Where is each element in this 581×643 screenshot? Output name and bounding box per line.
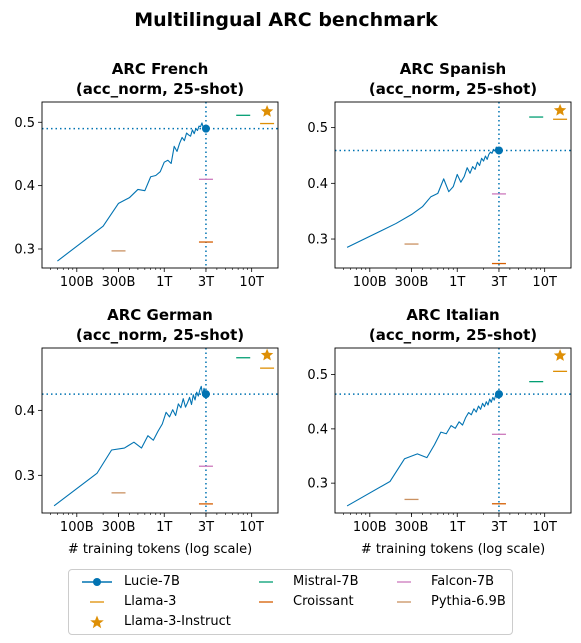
panel-title-line: ARC German xyxy=(107,306,213,324)
legend: Lucie-7B Llama-3 Llama-3-Instruct Mistra… xyxy=(68,569,513,635)
y-tick-label: 0.3 xyxy=(307,233,328,248)
x-tick-label: 300B xyxy=(102,520,136,535)
x-tick-label: 100B xyxy=(60,520,94,535)
series-lucie-7b-marker xyxy=(201,124,210,133)
x-tick-label: 100B xyxy=(353,275,387,290)
legend-label-llama3-instruct: Llama-3-Instruct xyxy=(124,614,231,629)
x-axis-label: # training tokens (log scale) xyxy=(361,542,545,557)
legend-swatch-llama3 xyxy=(90,601,104,603)
y-tick-label: 0.3 xyxy=(14,469,35,484)
x-axis-label: # training tokens (log scale) xyxy=(68,542,252,557)
x-tick-label: 10T xyxy=(532,520,557,535)
x-tick-label: 300B xyxy=(102,275,136,290)
legend-label-mistral: Mistral-7B xyxy=(293,574,359,589)
legend-label-pythia: Pythia-6.9B xyxy=(431,594,506,609)
panel-2: ARC German (acc_norm, 25-shot) 100B 300B 1T 3… xyxy=(14,306,279,557)
legend-label-llama3: Llama-3 xyxy=(124,594,177,609)
series-llama-3-instruct-star xyxy=(260,348,274,361)
legend-label-lucie: Lucie-7B xyxy=(124,574,180,589)
x-tick-label: 300B xyxy=(395,520,429,535)
panel-title-line: (acc_norm, 25-shot) xyxy=(369,80,537,98)
panel-title-line: ARC Spanish xyxy=(400,60,506,78)
legend-swatch-pythia xyxy=(397,601,411,603)
plot-frame xyxy=(41,347,279,514)
x-tick-label: 3T xyxy=(491,275,507,290)
panel-1: ARC Spanish (acc_norm, 25-shot) 100B 300B 1T… xyxy=(307,60,572,290)
x-tick-label: 1T xyxy=(449,520,465,535)
y-tick-label: 0.4 xyxy=(14,179,35,194)
y-tick-label: 0.4 xyxy=(14,404,35,419)
x-tick-label: 100B xyxy=(353,520,387,535)
plot-frame xyxy=(334,347,572,514)
x-tick-label: 300B xyxy=(395,275,429,290)
series-lucie-7b-line xyxy=(57,122,207,262)
panel-title-line: (acc_norm, 25-shot) xyxy=(76,80,244,98)
legend-swatch-mistral xyxy=(259,581,273,583)
y-tick-label: 0.5 xyxy=(307,121,328,136)
x-tick-label: 3T xyxy=(198,520,214,535)
legend-swatch-llama3-instruct xyxy=(90,615,104,629)
series-lucie-7b-marker xyxy=(494,146,503,155)
y-tick-label: 0.3 xyxy=(14,242,35,257)
y-tick-label: 0.4 xyxy=(307,177,328,192)
x-tick-label: 10T xyxy=(239,520,264,535)
series-llama-3-instruct-star xyxy=(553,103,567,116)
panel-0: ARC French (acc_norm, 25-shot) 100B 300B 1T 3… xyxy=(14,60,279,290)
x-tick-label: 10T xyxy=(239,275,264,290)
panel-title-line: ARC French xyxy=(112,60,209,78)
legend-swatch-falcon xyxy=(397,581,411,583)
series-lucie-7b-marker xyxy=(494,390,503,399)
y-tick-label: 0.5 xyxy=(307,368,328,383)
legend-swatch-croissant xyxy=(259,601,273,603)
figure-title: Multilingual ARC benchmark xyxy=(134,9,438,31)
x-tick-label: 3T xyxy=(198,275,214,290)
panel-title-line: (acc_norm, 25-shot) xyxy=(369,326,537,344)
y-tick-label: 0.3 xyxy=(307,477,328,492)
legend-label-croissant: Croissant xyxy=(293,594,354,609)
legend-label-falcon: Falcon-7B xyxy=(431,574,495,589)
legend-swatch-lucie xyxy=(82,578,112,586)
x-tick-label: 1T xyxy=(449,275,465,290)
y-tick-label: 0.4 xyxy=(307,422,328,437)
plot-frame xyxy=(334,101,572,269)
series-lucie-7b-line xyxy=(346,146,500,248)
series-llama-3-instruct-star xyxy=(260,105,274,117)
series-lucie-7b-line xyxy=(346,393,500,507)
series-llama-3-instruct-star xyxy=(553,349,567,361)
y-tick-label: 0.5 xyxy=(14,116,35,131)
plot-frame xyxy=(41,101,279,269)
x-tick-label: 10T xyxy=(532,275,557,290)
panel-title-line: (acc_norm, 25-shot) xyxy=(76,326,244,344)
series-lucie-7b-line xyxy=(53,385,207,507)
x-tick-label: 1T xyxy=(156,275,172,290)
x-tick-label: 3T xyxy=(491,520,507,535)
x-tick-label: 100B xyxy=(60,275,94,290)
panel-3: ARC Italian (acc_norm, 25-shot) 100B 300B 1T… xyxy=(307,306,572,557)
series-lucie-7b-marker xyxy=(201,390,210,399)
x-tick-label: 1T xyxy=(156,520,172,535)
panel-title-line: ARC Italian xyxy=(406,306,499,324)
